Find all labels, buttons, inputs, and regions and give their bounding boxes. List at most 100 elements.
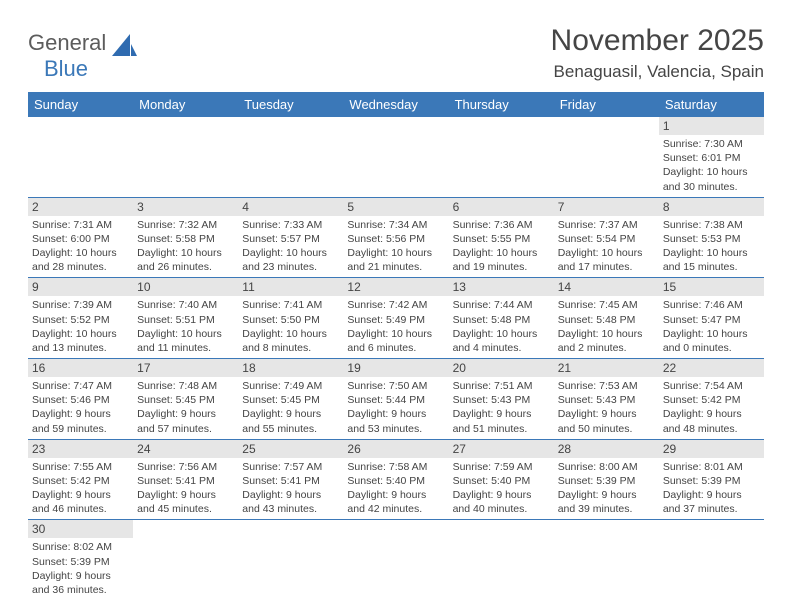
calendar-week: 16Sunrise: 7:47 AMSunset: 5:46 PMDayligh…: [28, 359, 764, 440]
weekday-header: Saturday: [659, 92, 764, 117]
calendar-day: 27Sunrise: 7:59 AMSunset: 5:40 PMDayligh…: [449, 439, 554, 520]
header: General Blue November 2025 Benaguasil, V…: [28, 24, 764, 82]
day-details: Sunrise: 8:02 AMSunset: 5:39 PMDaylight:…: [28, 538, 133, 600]
day-number: 20: [449, 359, 554, 377]
day-details: Sunrise: 7:33 AMSunset: 5:57 PMDaylight:…: [238, 216, 343, 278]
day-number: 30: [28, 520, 133, 538]
day-number: 24: [133, 440, 238, 458]
day-number: 21: [554, 359, 659, 377]
day-number: 27: [449, 440, 554, 458]
weekday-header: Friday: [554, 92, 659, 117]
day-details: Sunrise: 7:46 AMSunset: 5:47 PMDaylight:…: [659, 296, 764, 358]
day-details: Sunrise: 7:51 AMSunset: 5:43 PMDaylight:…: [449, 377, 554, 439]
calendar-empty: [343, 520, 448, 600]
day-number: 14: [554, 278, 659, 296]
calendar-day: 16Sunrise: 7:47 AMSunset: 5:46 PMDayligh…: [28, 359, 133, 440]
day-details: Sunrise: 7:39 AMSunset: 5:52 PMDaylight:…: [28, 296, 133, 358]
day-number: 8: [659, 198, 764, 216]
weekday-header: Tuesday: [238, 92, 343, 117]
calendar-day: 28Sunrise: 8:00 AMSunset: 5:39 PMDayligh…: [554, 439, 659, 520]
day-details: Sunrise: 7:38 AMSunset: 5:53 PMDaylight:…: [659, 216, 764, 278]
day-number: 26: [343, 440, 448, 458]
day-details: Sunrise: 7:32 AMSunset: 5:58 PMDaylight:…: [133, 216, 238, 278]
logo-blue: Blue: [44, 56, 106, 82]
day-details: Sunrise: 7:40 AMSunset: 5:51 PMDaylight:…: [133, 296, 238, 358]
calendar-day: 3Sunrise: 7:32 AMSunset: 5:58 PMDaylight…: [133, 197, 238, 278]
calendar-week: 1Sunrise: 7:30 AMSunset: 6:01 PMDaylight…: [28, 117, 764, 197]
weekday-header-row: SundayMondayTuesdayWednesdayThursdayFrid…: [28, 92, 764, 117]
calendar-day: 6Sunrise: 7:36 AMSunset: 5:55 PMDaylight…: [449, 197, 554, 278]
day-number: 18: [238, 359, 343, 377]
day-number: 9: [28, 278, 133, 296]
calendar-empty: [449, 117, 554, 197]
calendar-day: 17Sunrise: 7:48 AMSunset: 5:45 PMDayligh…: [133, 359, 238, 440]
title-block: November 2025 Benaguasil, Valencia, Spai…: [551, 24, 764, 82]
calendar-day: 18Sunrise: 7:49 AMSunset: 5:45 PMDayligh…: [238, 359, 343, 440]
day-number: 1: [659, 117, 764, 135]
day-number: 2: [28, 198, 133, 216]
calendar-body: 1Sunrise: 7:30 AMSunset: 6:01 PMDaylight…: [28, 117, 764, 600]
day-number: 6: [449, 198, 554, 216]
calendar-empty: [343, 117, 448, 197]
day-number: 17: [133, 359, 238, 377]
day-number: 4: [238, 198, 343, 216]
calendar-empty: [238, 117, 343, 197]
calendar-day: 14Sunrise: 7:45 AMSunset: 5:48 PMDayligh…: [554, 278, 659, 359]
day-details: Sunrise: 7:47 AMSunset: 5:46 PMDaylight:…: [28, 377, 133, 439]
day-details: Sunrise: 7:36 AMSunset: 5:55 PMDaylight:…: [449, 216, 554, 278]
calendar-day: 25Sunrise: 7:57 AMSunset: 5:41 PMDayligh…: [238, 439, 343, 520]
calendar-day: 5Sunrise: 7:34 AMSunset: 5:56 PMDaylight…: [343, 197, 448, 278]
day-details: Sunrise: 7:44 AMSunset: 5:48 PMDaylight:…: [449, 296, 554, 358]
calendar-day: 19Sunrise: 7:50 AMSunset: 5:44 PMDayligh…: [343, 359, 448, 440]
day-number: 7: [554, 198, 659, 216]
calendar-empty: [238, 520, 343, 600]
day-number: 12: [343, 278, 448, 296]
calendar-day: 11Sunrise: 7:41 AMSunset: 5:50 PMDayligh…: [238, 278, 343, 359]
calendar-day: 20Sunrise: 7:51 AMSunset: 5:43 PMDayligh…: [449, 359, 554, 440]
page-title: November 2025: [551, 24, 764, 58]
calendar-day: 24Sunrise: 7:56 AMSunset: 5:41 PMDayligh…: [133, 439, 238, 520]
calendar-week: 23Sunrise: 7:55 AMSunset: 5:42 PMDayligh…: [28, 439, 764, 520]
day-details: Sunrise: 7:59 AMSunset: 5:40 PMDaylight:…: [449, 458, 554, 520]
calendar-empty: [28, 117, 133, 197]
sail-icon: [110, 32, 138, 58]
day-details: Sunrise: 7:55 AMSunset: 5:42 PMDaylight:…: [28, 458, 133, 520]
calendar-week: 9Sunrise: 7:39 AMSunset: 5:52 PMDaylight…: [28, 278, 764, 359]
day-details: Sunrise: 7:48 AMSunset: 5:45 PMDaylight:…: [133, 377, 238, 439]
calendar-day: 4Sunrise: 7:33 AMSunset: 5:57 PMDaylight…: [238, 197, 343, 278]
day-details: Sunrise: 8:00 AMSunset: 5:39 PMDaylight:…: [554, 458, 659, 520]
calendar-table: SundayMondayTuesdayWednesdayThursdayFrid…: [28, 92, 764, 600]
day-number: 29: [659, 440, 764, 458]
day-number: 3: [133, 198, 238, 216]
day-details: Sunrise: 7:42 AMSunset: 5:49 PMDaylight:…: [343, 296, 448, 358]
calendar-day: 21Sunrise: 7:53 AMSunset: 5:43 PMDayligh…: [554, 359, 659, 440]
calendar-day: 2Sunrise: 7:31 AMSunset: 6:00 PMDaylight…: [28, 197, 133, 278]
day-details: Sunrise: 7:58 AMSunset: 5:40 PMDaylight:…: [343, 458, 448, 520]
day-number: 10: [133, 278, 238, 296]
day-details: Sunrise: 7:34 AMSunset: 5:56 PMDaylight:…: [343, 216, 448, 278]
calendar-day: 8Sunrise: 7:38 AMSunset: 5:53 PMDaylight…: [659, 197, 764, 278]
calendar-day: 26Sunrise: 7:58 AMSunset: 5:40 PMDayligh…: [343, 439, 448, 520]
calendar-empty: [133, 117, 238, 197]
day-number: 22: [659, 359, 764, 377]
day-number: 16: [28, 359, 133, 377]
day-number: 28: [554, 440, 659, 458]
calendar-day: 15Sunrise: 7:46 AMSunset: 5:47 PMDayligh…: [659, 278, 764, 359]
calendar-empty: [449, 520, 554, 600]
calendar-day: 9Sunrise: 7:39 AMSunset: 5:52 PMDaylight…: [28, 278, 133, 359]
day-number: 25: [238, 440, 343, 458]
day-details: Sunrise: 8:01 AMSunset: 5:39 PMDaylight:…: [659, 458, 764, 520]
day-number: 23: [28, 440, 133, 458]
weekday-header: Wednesday: [343, 92, 448, 117]
calendar-empty: [133, 520, 238, 600]
calendar-day: 1Sunrise: 7:30 AMSunset: 6:01 PMDaylight…: [659, 117, 764, 197]
day-details: Sunrise: 7:56 AMSunset: 5:41 PMDaylight:…: [133, 458, 238, 520]
day-details: Sunrise: 7:50 AMSunset: 5:44 PMDaylight:…: [343, 377, 448, 439]
calendar-day: 23Sunrise: 7:55 AMSunset: 5:42 PMDayligh…: [28, 439, 133, 520]
calendar-day: 29Sunrise: 8:01 AMSunset: 5:39 PMDayligh…: [659, 439, 764, 520]
weekday-header: Thursday: [449, 92, 554, 117]
calendar-empty: [659, 520, 764, 600]
calendar-day: 10Sunrise: 7:40 AMSunset: 5:51 PMDayligh…: [133, 278, 238, 359]
day-details: Sunrise: 7:53 AMSunset: 5:43 PMDaylight:…: [554, 377, 659, 439]
logo-general: General: [28, 30, 106, 56]
